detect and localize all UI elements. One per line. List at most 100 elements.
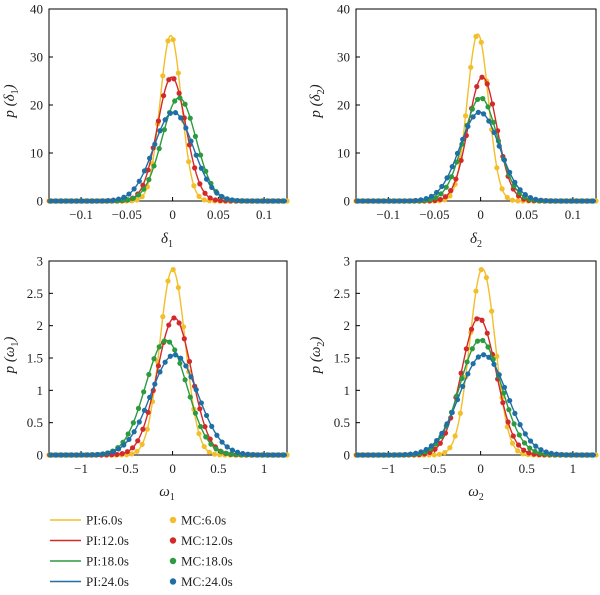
mc-point [515,448,521,454]
mc-point [167,353,173,359]
mc-point [517,422,523,428]
mc-point [447,445,453,451]
mc-point [208,441,214,447]
mc-point [211,451,218,457]
mc-point [165,38,171,44]
mc-point [480,111,487,117]
panel-delta1-xlabel: δ1 [161,231,173,250]
x-tick-label: −0.05 [112,207,142,222]
legend-mc-entries: MC:6.0s MC:12.0s MC:18.0s MC:24.0s [169,513,233,589]
mc-point [219,194,225,200]
mc-point [438,191,444,197]
mc-point [437,196,443,203]
y-tick-label: 2 [344,318,351,333]
mc-point [212,197,218,203]
x-tick-label: 0 [169,207,176,222]
legend-mc-swatch [169,578,177,585]
mc-point [245,451,251,457]
mc-point [538,447,544,453]
mc-point [521,440,528,446]
mc-point [433,195,439,201]
mc-point [499,186,505,192]
mc-point [402,451,408,458]
mc-point [141,168,148,174]
mc-point [559,198,565,204]
mc-point [533,196,539,202]
mc-point [484,330,490,336]
mc-point [465,123,471,130]
mc-point [177,95,183,101]
mc-point [90,452,96,458]
mc-point [124,449,130,455]
mc-point [48,452,54,458]
mc-point [136,419,142,425]
mc-point [496,143,502,149]
mc-points-6.0s [353,33,599,204]
mc-point [491,361,497,367]
x-tick-label: 0.5 [519,461,535,476]
mc-point [167,110,173,116]
mc-point [475,109,481,115]
pi-curve-12.0s [356,317,596,456]
mc-point [413,197,419,204]
mc-point [110,448,117,455]
mc-point [201,197,207,203]
mc-point [152,381,158,387]
mc-point [146,177,152,183]
mc-point [255,452,261,458]
mc-point [444,175,450,181]
y-tick-label: 1.5 [334,351,350,366]
mc-point [506,407,512,413]
pi-curve-24.0s [356,354,596,456]
mc-point [250,452,256,458]
mc-point [229,447,236,453]
mc-point [276,452,282,458]
mc-point [590,452,596,458]
mc-point [448,174,455,180]
mc-point [522,191,528,198]
mc-point [501,157,508,163]
mc-point [171,315,177,321]
mc-point [469,106,475,112]
mc-point [183,125,189,131]
mc-point [521,447,527,453]
mc-point [463,346,469,352]
mc-point [432,446,438,452]
legend-pi-label: PI:18.0s [86,554,129,569]
mc-point [95,198,101,204]
mc-point [443,184,449,190]
mc-point [69,198,75,204]
mc-point [161,93,167,99]
mc-point [240,450,246,457]
mc-point [84,198,91,204]
mc-point [139,441,145,447]
mc-point [161,127,167,133]
mc-point [543,198,549,204]
mc-point [157,128,163,134]
mc-points-18.0s [47,95,286,204]
y-tick-label: 0 [344,194,351,209]
mc-point [548,198,554,204]
mc-point [475,354,481,360]
mc-point [162,359,168,365]
mc-point [480,337,486,344]
mc-point [197,406,203,412]
mc-point [160,314,166,320]
y-tick-label: 1 [37,383,44,398]
mc-point [507,398,513,404]
mc-point [141,389,147,395]
mc-point [196,431,202,437]
mc-point [376,198,382,204]
mc-point [84,452,91,458]
mc-point [147,394,153,400]
y-tick-label: 1 [344,383,351,398]
mc-point [176,90,182,96]
pi-curve-24.0s [49,111,287,202]
mc-points-18.0s [354,337,595,458]
mc-point [121,194,127,200]
mc-point [371,198,377,204]
panel-omega1-xlabel: ω1 [159,484,175,503]
mc-point [260,198,267,204]
mc-point [193,387,199,393]
mc-point [510,433,516,439]
